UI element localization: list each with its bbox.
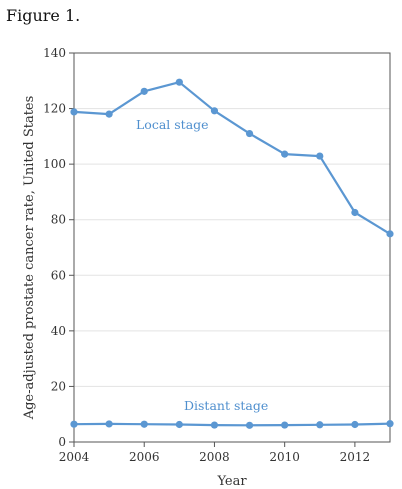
x-tick-label: 2010 [269, 450, 300, 464]
data-point-distant-stage [351, 420, 359, 429]
x-axis-ticks: 2004 2006 2008 2010 2012 [59, 442, 370, 464]
series-line-distant-stage [73, 422, 391, 427]
y-axis-label: Age-adjusted prostate cancer rate, Unite… [22, 96, 37, 421]
data-point-distant-stage [316, 421, 324, 429]
x-tick-label: 2004 [59, 450, 90, 464]
y-tick-label: 60 [51, 268, 66, 282]
gridlines [74, 108, 390, 387]
data-point-local-stage [140, 87, 148, 95]
y-axis-ticks: 0 20 40 60 80 100 120 140 [43, 46, 74, 449]
y-tick-label: 0 [58, 435, 66, 449]
data-point-distant-stage [140, 420, 148, 428]
data-point-local-stage [210, 107, 219, 115]
series-label-local-stage: Local stage [136, 117, 209, 132]
data-point-distant-stage [281, 421, 289, 429]
y-tick-label: 120 [43, 102, 66, 116]
data-point-local-stage [70, 108, 78, 116]
data-point-local-stage [281, 150, 289, 158]
series-group [70, 78, 394, 429]
data-point-local-stage [316, 152, 324, 160]
data-point-distant-stage [105, 420, 113, 428]
data-point-distant-stage [210, 421, 219, 429]
data-point-distant-stage [175, 420, 183, 429]
data-point-local-stage [245, 129, 254, 138]
x-tick-label: 2008 [199, 450, 230, 464]
data-point-distant-stage [70, 420, 78, 428]
data-point-local-stage [175, 78, 183, 86]
y-tick-label: 40 [51, 324, 66, 338]
data-point-local-stage [105, 110, 113, 118]
y-tick-label: 20 [51, 379, 66, 393]
data-point-distant-stage [245, 421, 254, 429]
y-tick-label: 100 [43, 157, 66, 171]
series-line-local-stage [73, 81, 391, 235]
x-tick-label: 2006 [129, 450, 160, 464]
x-axis-label: Year [216, 474, 247, 489]
y-tick-label: 80 [51, 213, 66, 227]
plot-frame [73, 52, 391, 443]
series-label-distant-stage: Distant stage [184, 398, 268, 413]
data-point-distant-stage [386, 420, 394, 428]
figure-label: Figure 1. [6, 6, 81, 25]
x-tick-label: 2012 [340, 450, 371, 464]
data-point-local-stage [386, 230, 394, 238]
y-tick-label: 140 [43, 46, 66, 60]
data-point-local-stage [351, 208, 359, 217]
